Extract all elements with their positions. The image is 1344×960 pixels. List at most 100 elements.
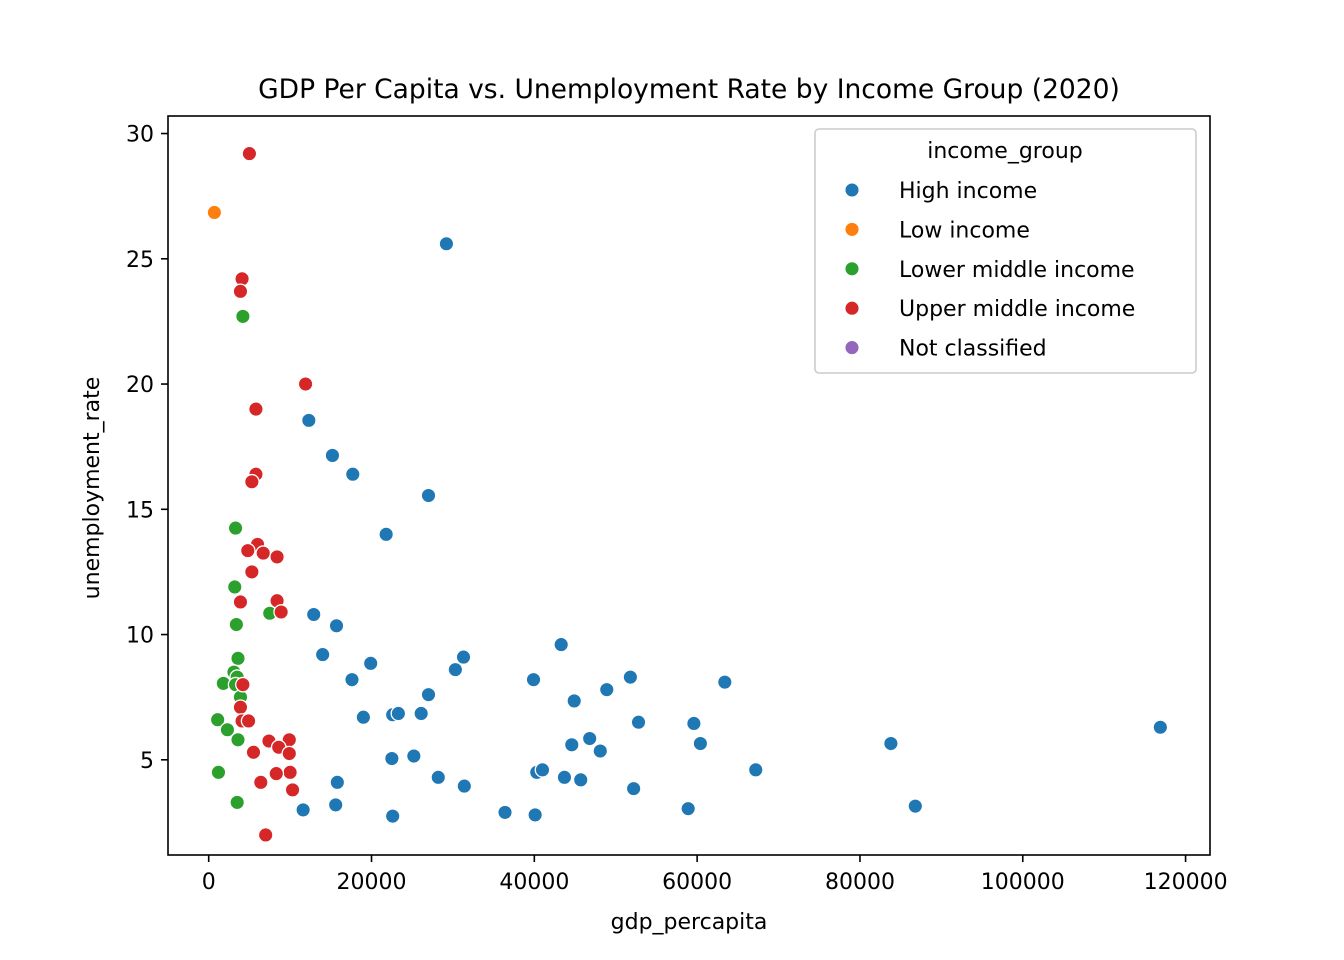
data-point-upper-middle-income bbox=[268, 765, 285, 782]
data-point-lower-middle-income bbox=[230, 650, 246, 667]
data-point-high-income bbox=[405, 748, 422, 764]
x-tick-label: 120000 bbox=[1144, 870, 1228, 895]
chart-title: GDP Per Capita vs. Unemployment Rate by … bbox=[258, 74, 1120, 105]
data-point-high-income bbox=[553, 636, 570, 653]
x-tick-label: 100000 bbox=[981, 870, 1065, 895]
data-point-high-income bbox=[413, 705, 430, 722]
legend-marker-high-income bbox=[844, 182, 860, 198]
data-point-high-income bbox=[527, 807, 543, 823]
data-point-lower-middle-income bbox=[219, 721, 236, 738]
data-point-lower-middle-income bbox=[228, 616, 245, 633]
data-point-upper-middle-income bbox=[282, 764, 298, 781]
y-tick-label: 5 bbox=[140, 749, 154, 774]
y-tick-label: 20 bbox=[126, 373, 154, 398]
legend-box bbox=[814, 128, 1197, 374]
x-tick-label: 80000 bbox=[825, 870, 895, 895]
data-point-high-income bbox=[344, 671, 360, 688]
data-point-high-income bbox=[907, 798, 924, 815]
data-point-lower-middle-income bbox=[229, 794, 246, 811]
data-point-upper-middle-income bbox=[281, 745, 298, 762]
y-tick-label: 10 bbox=[126, 624, 154, 649]
data-point-high-income bbox=[525, 671, 542, 688]
data-point-high-income bbox=[692, 735, 709, 752]
data-point-high-income bbox=[355, 709, 372, 726]
plot-frame bbox=[167, 115, 1211, 856]
data-point-high-income bbox=[598, 681, 615, 698]
data-point-high-income bbox=[572, 771, 589, 788]
data-point-high-income bbox=[622, 669, 639, 685]
data-point-lower-middle-income bbox=[209, 711, 226, 728]
legend-label-upper-middle-income: Upper middle income bbox=[899, 297, 1135, 322]
data-point-high-income bbox=[1152, 719, 1169, 736]
data-point-high-income bbox=[295, 802, 311, 818]
data-point-high-income bbox=[563, 736, 580, 753]
data-point-high-income bbox=[327, 797, 344, 813]
data-point-high-income bbox=[625, 780, 642, 797]
data-point-upper-middle-income bbox=[232, 594, 249, 610]
legend-marker-lower-middle-income bbox=[844, 260, 860, 277]
legend-label-low-income: Low income bbox=[899, 218, 1030, 243]
data-point-upper-middle-income bbox=[269, 549, 285, 565]
data-point-upper-middle-income bbox=[248, 401, 264, 417]
data-point-high-income bbox=[329, 774, 346, 791]
legend-title: income_group bbox=[927, 139, 1082, 164]
data-point-high-income bbox=[592, 743, 609, 759]
data-point-high-income bbox=[384, 750, 400, 767]
data-point-upper-middle-income bbox=[297, 376, 314, 392]
data-point-upper-middle-income bbox=[232, 283, 249, 300]
legend-marker-not-classified bbox=[844, 339, 860, 356]
data-point-lower-middle-income bbox=[235, 308, 251, 325]
data-point-upper-middle-income bbox=[245, 744, 262, 761]
data-point-high-income bbox=[630, 714, 647, 731]
data-point-upper-middle-income bbox=[232, 699, 249, 716]
data-point-upper-middle-income bbox=[240, 713, 257, 729]
x-tick-label: 40000 bbox=[499, 870, 569, 895]
data-point-upper-middle-income bbox=[241, 145, 258, 162]
x-tick-label: 60000 bbox=[662, 870, 732, 895]
data-point-high-income bbox=[447, 661, 464, 678]
data-point-high-income bbox=[390, 705, 407, 722]
data-point-high-income bbox=[455, 649, 472, 665]
y-tick-label: 25 bbox=[126, 248, 154, 273]
legend: income_group High income Low income Lower m… bbox=[814, 128, 1197, 374]
data-point-high-income bbox=[716, 674, 733, 690]
y-tick-label: 30 bbox=[126, 123, 154, 148]
data-point-high-income bbox=[305, 606, 322, 623]
data-point-upper-middle-income bbox=[239, 542, 256, 559]
legend-label-lower-middle-income: Lower middle income bbox=[899, 258, 1135, 283]
data-point-high-income bbox=[362, 655, 379, 672]
data-point-lower-middle-income bbox=[210, 764, 227, 781]
data-point-high-income bbox=[328, 617, 345, 634]
data-point-upper-middle-income bbox=[255, 545, 272, 561]
data-point-lower-middle-income bbox=[227, 520, 244, 536]
data-point-lower-middle-income bbox=[230, 731, 246, 748]
y-axis-label: unemployment_rate bbox=[80, 377, 105, 600]
data-point-high-income bbox=[686, 715, 702, 732]
data-point-upper-middle-income bbox=[284, 782, 301, 798]
data-point-low-income bbox=[206, 204, 223, 221]
data-point-high-income bbox=[497, 804, 513, 821]
data-point-high-income bbox=[430, 769, 447, 786]
data-point-high-income bbox=[883, 735, 899, 752]
data-point-high-income bbox=[324, 447, 341, 464]
data-point-upper-middle-income bbox=[243, 473, 260, 490]
data-point-high-income bbox=[581, 730, 598, 747]
data-point-high-income bbox=[378, 526, 395, 543]
legend-label-not-classified: Not classified bbox=[899, 337, 1047, 362]
data-point-upper-middle-income bbox=[235, 676, 251, 693]
data-point-high-income bbox=[314, 646, 331, 663]
data-point-high-income bbox=[680, 800, 697, 817]
legend-marker-upper-middle-income bbox=[844, 300, 860, 317]
x-tick-label: 0 bbox=[202, 870, 216, 895]
axes-layer: 0 20000 40000 60000 80000 100000 120000 5 10 15 20… bbox=[126, 115, 1228, 895]
data-point-high-income bbox=[566, 693, 583, 709]
data-point-high-income bbox=[300, 412, 317, 429]
data-point-lower-middle-income bbox=[226, 579, 243, 595]
data-point-upper-middle-income bbox=[273, 604, 290, 620]
data-point-high-income bbox=[534, 761, 551, 778]
data-point-high-income bbox=[556, 769, 573, 786]
points-layer bbox=[206, 145, 1169, 843]
data-point-high-income bbox=[384, 808, 401, 825]
